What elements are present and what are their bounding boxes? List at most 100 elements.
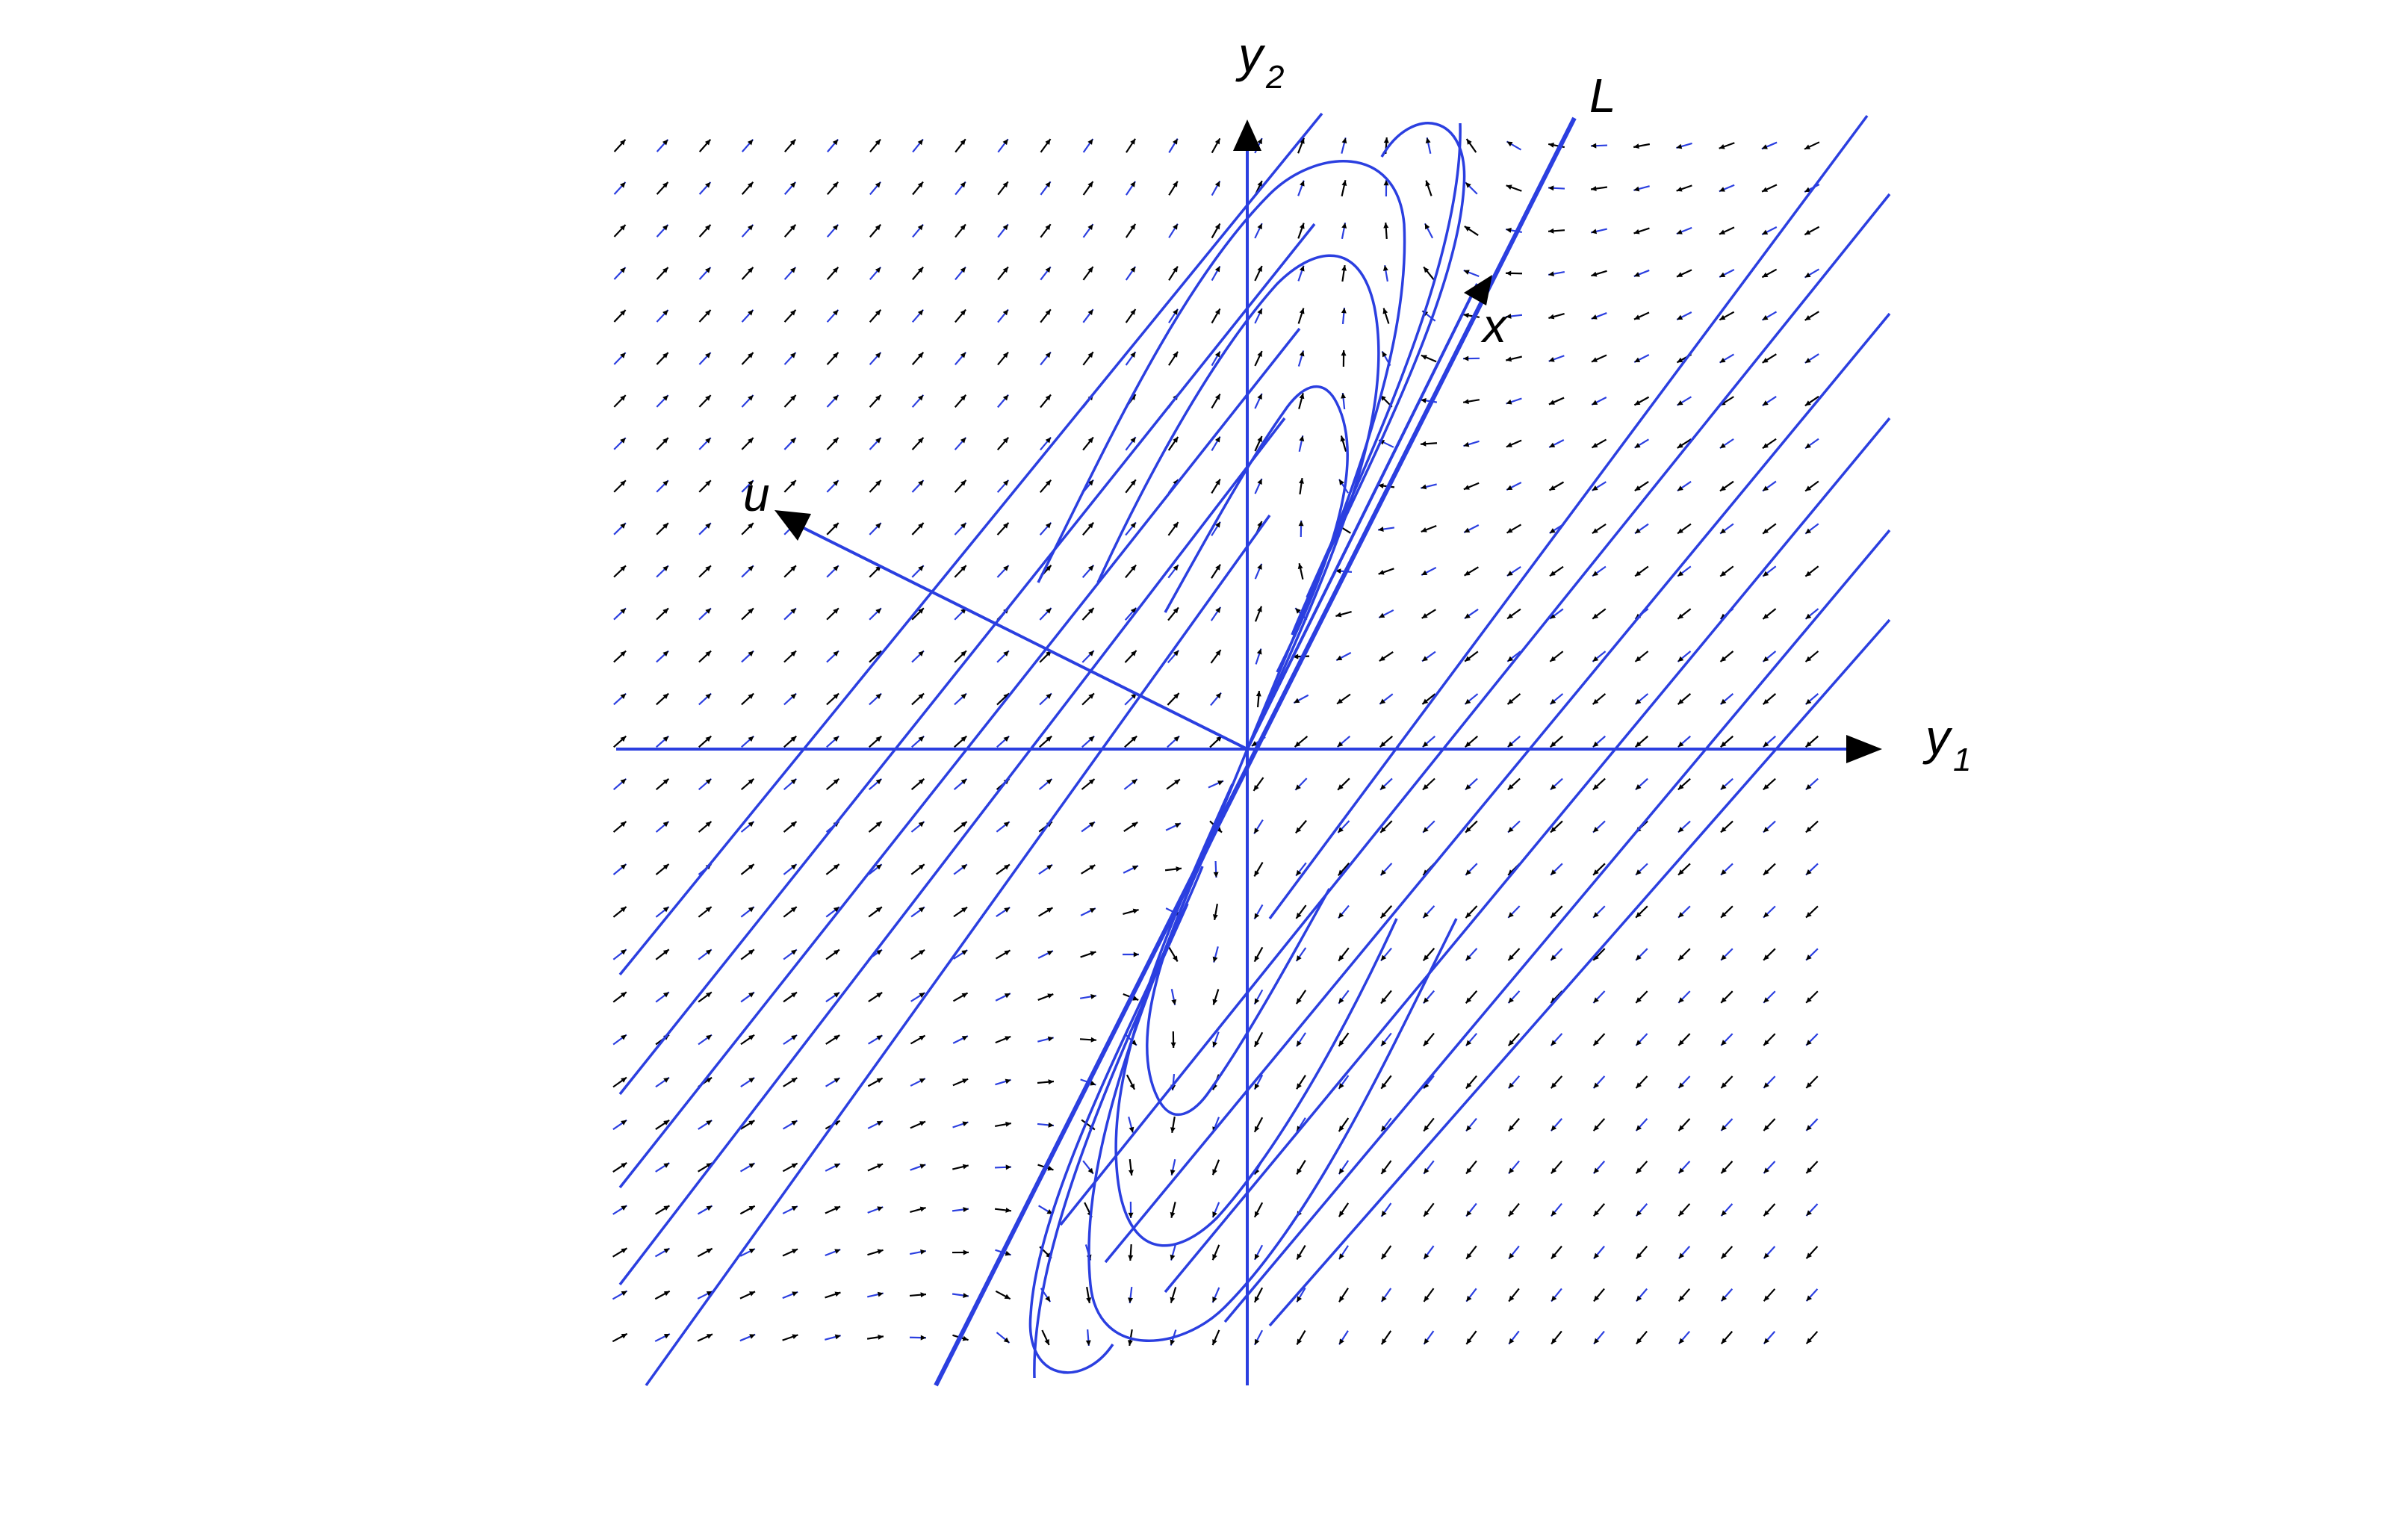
field-arrow [1380, 1330, 1392, 1345]
field-arrow [1423, 1202, 1435, 1217]
field-arrow [1720, 1288, 1733, 1302]
field-arrow [1676, 226, 1692, 235]
field-arrow [1463, 524, 1480, 534]
field-arrow [656, 309, 669, 323]
x-vector [1246, 283, 1479, 750]
field-arrow [1804, 480, 1819, 492]
field-arrow [1128, 1158, 1134, 1176]
field-arrow [867, 1291, 884, 1298]
field-arrow [656, 139, 669, 152]
field-arrow [1506, 397, 1522, 405]
field-arrow [1635, 1203, 1648, 1217]
field-arrow [612, 821, 627, 833]
field-arrow [995, 1035, 1011, 1044]
field-arrow [1508, 1160, 1520, 1175]
field-arrow [1677, 777, 1691, 791]
field-arrow [1506, 566, 1521, 577]
field-arrow [613, 692, 627, 706]
field-arrow [1208, 780, 1224, 789]
field-arrow [1425, 137, 1432, 154]
field-arrow [869, 181, 881, 196]
field-arrow [698, 479, 712, 493]
field-arrow [783, 224, 797, 237]
field-arrow [1506, 481, 1522, 491]
field-arrow [1508, 1202, 1520, 1217]
field-arrow [1548, 313, 1565, 320]
field-arrow [1211, 435, 1221, 452]
field-arrow [1254, 223, 1263, 239]
field-arrow [1636, 1330, 1648, 1345]
field-arrow [1761, 311, 1778, 321]
field-arrow [827, 138, 839, 153]
field-arrow [1125, 266, 1137, 281]
field-arrow [1592, 948, 1606, 961]
trajectory [618, 112, 1323, 976]
field-arrow [1382, 308, 1390, 324]
field-arrow [996, 692, 1010, 706]
field-arrow [1040, 138, 1052, 153]
field-arrow [1037, 1079, 1055, 1085]
field-arrow [1167, 735, 1180, 748]
field-arrow [1296, 1329, 1306, 1346]
field-arrow [1592, 651, 1607, 662]
field-arrow [1212, 1031, 1220, 1048]
field-arrow [1168, 947, 1179, 962]
field-arrow [868, 863, 883, 875]
field-arrow [782, 1248, 798, 1257]
field-arrow [1167, 692, 1180, 706]
field-arrow [909, 1335, 927, 1341]
field-arrow [1677, 693, 1692, 705]
field-arrow [1211, 1202, 1220, 1218]
field-arrow [1383, 222, 1389, 240]
field-arrow [1720, 1118, 1733, 1131]
trajectory [1104, 312, 1891, 1264]
field-arrow [1719, 184, 1735, 193]
field-arrow [698, 224, 712, 237]
field-arrow [825, 906, 840, 918]
field-arrow [1505, 313, 1523, 319]
field-arrow [613, 224, 627, 237]
field-arrow [1379, 863, 1393, 876]
field-arrow [1424, 223, 1434, 239]
field-arrow [1296, 1032, 1306, 1047]
field-arrow [1082, 436, 1094, 451]
field-arrow [1592, 693, 1607, 705]
field-arrow [1465, 990, 1478, 1004]
field-arrow [612, 1076, 627, 1088]
field-arrow [1805, 820, 1819, 833]
field-arrow [1550, 948, 1563, 961]
field-arrow [1592, 565, 1607, 577]
field-arrow [783, 394, 797, 408]
field-arrow [952, 1121, 969, 1128]
field-arrow [1804, 353, 1819, 364]
field-arrow [1677, 735, 1692, 748]
trajectory [1268, 618, 1891, 1327]
field-arrow [655, 948, 670, 960]
field-arrow [1719, 651, 1734, 662]
field-arrow [994, 1207, 1012, 1213]
field-arrow [1763, 777, 1776, 791]
field-arrow [1082, 266, 1094, 281]
field-arrow [1763, 820, 1776, 833]
field-arrow [1125, 223, 1137, 238]
field-arrow [1037, 1036, 1054, 1043]
field-arrow [655, 777, 670, 791]
field-arrow [1677, 480, 1692, 492]
field-arrow [1506, 693, 1521, 705]
field-arrow [612, 1290, 628, 1300]
field-arrow [1720, 990, 1733, 1004]
field-arrow [1592, 1202, 1606, 1217]
field-arrow [1295, 990, 1307, 1005]
field-arrow [1592, 608, 1607, 620]
line-L [934, 117, 1577, 1387]
field-arrow [1548, 397, 1565, 406]
field-arrow [612, 1205, 627, 1215]
field-arrow [1081, 735, 1095, 748]
field-arrow [1763, 863, 1776, 876]
field-arrow [1085, 1329, 1091, 1347]
field-arrow [954, 692, 967, 706]
field-arrow [1804, 608, 1819, 620]
field-arrow [1126, 138, 1136, 153]
field-arrow [698, 948, 713, 960]
